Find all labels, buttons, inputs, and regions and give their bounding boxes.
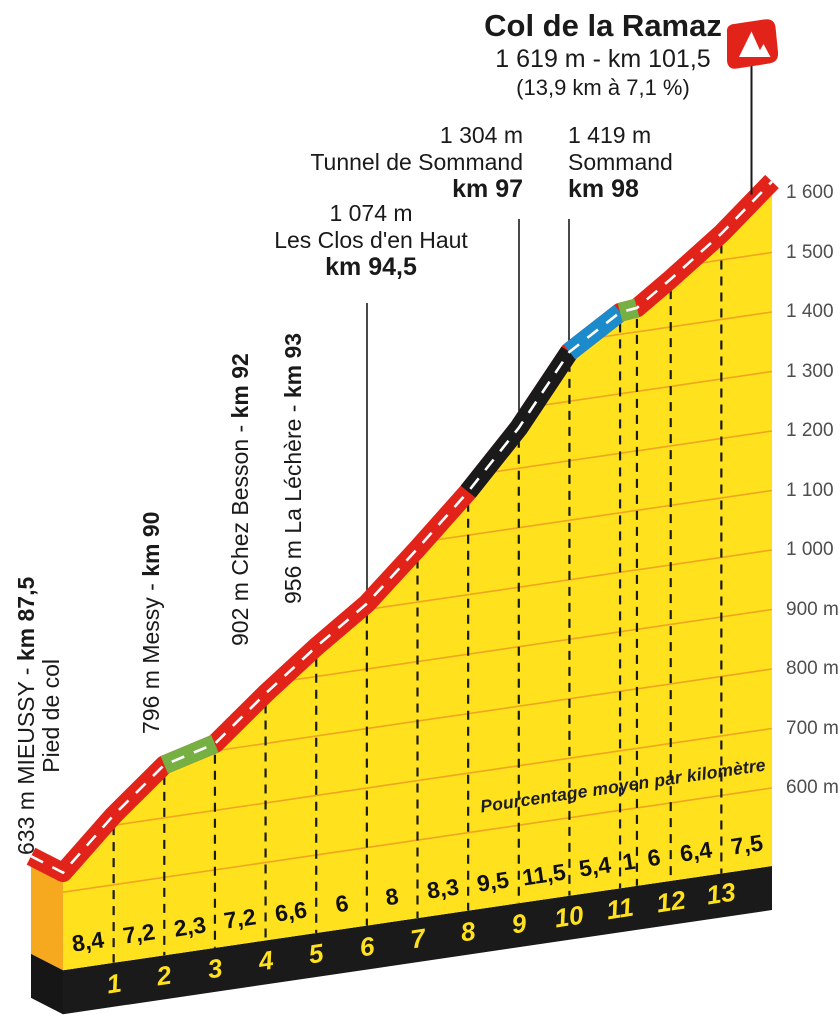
road-center-line: [30, 180, 773, 875]
plinth-side-face: [31, 953, 63, 1015]
summit-flag: [726, 19, 779, 69]
mountain-icon: [739, 31, 763, 57]
km-separator-lines: [112, 244, 723, 963]
km-plinth: [63, 866, 772, 1015]
mountain-side-face: [31, 856, 63, 971]
